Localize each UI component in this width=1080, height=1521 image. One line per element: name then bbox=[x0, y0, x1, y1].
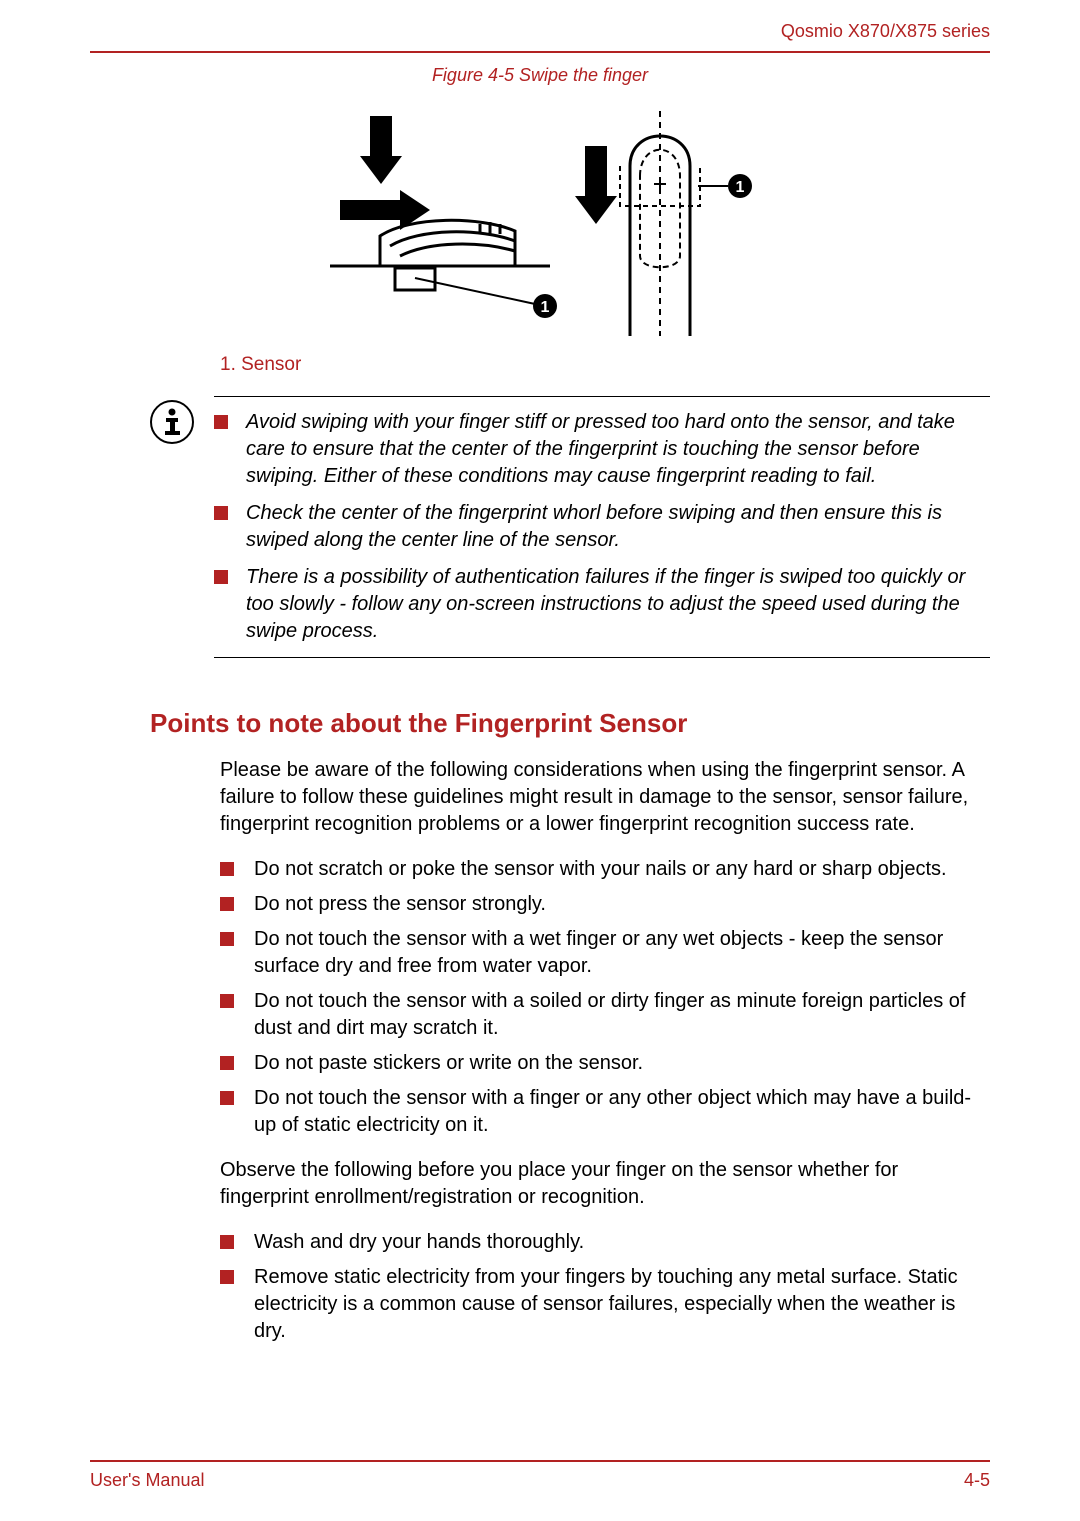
bullet-icon bbox=[220, 862, 234, 876]
list-item-text: Do not press the sensor strongly. bbox=[254, 891, 546, 918]
info-note-text: Avoid swiping with your finger stiff or … bbox=[246, 409, 990, 490]
bullet-icon bbox=[220, 1270, 234, 1284]
page-container: Qosmio X870/X875 series Figure 4-5 Swipe… bbox=[0, 0, 1080, 1521]
bullet-icon bbox=[220, 897, 234, 911]
list-item: Do not touch the sensor with a soiled or… bbox=[220, 988, 990, 1042]
bullet-icon bbox=[220, 994, 234, 1008]
list-item-text: Do not scratch or poke the sensor with y… bbox=[254, 856, 947, 883]
section-mid: Observe the following before you place y… bbox=[220, 1157, 990, 1211]
info-note-content: Avoid swiping with your finger stiff or … bbox=[214, 396, 990, 658]
footer-left: User's Manual bbox=[90, 1470, 204, 1491]
info-note-item: Check the center of the fingerprint whor… bbox=[214, 500, 990, 554]
guideline-list-1: Do not scratch or poke the sensor with y… bbox=[220, 856, 990, 1139]
list-item: Do not press the sensor strongly. bbox=[220, 891, 990, 918]
info-note-block: Avoid swiping with your finger stiff or … bbox=[150, 396, 990, 658]
list-item: Wash and dry your hands thoroughly. bbox=[220, 1229, 990, 1256]
info-note-text: There is a possibility of authentication… bbox=[246, 564, 990, 645]
bullet-icon bbox=[214, 570, 228, 584]
info-note-item: There is a possibility of authentication… bbox=[214, 564, 990, 645]
section-heading: Points to note about the Fingerprint Sen… bbox=[150, 708, 990, 739]
section-intro: Please be aware of the following conside… bbox=[220, 757, 990, 838]
info-icon bbox=[150, 400, 194, 450]
bullet-icon bbox=[220, 932, 234, 946]
svg-text:1: 1 bbox=[736, 179, 745, 196]
bullet-icon bbox=[214, 415, 228, 429]
list-item-text: Wash and dry your hands thoroughly. bbox=[254, 1229, 584, 1256]
bullet-icon bbox=[220, 1056, 234, 1070]
info-note-item: Avoid swiping with your finger stiff or … bbox=[214, 409, 990, 490]
figure-diagram: 1 1 bbox=[90, 106, 990, 342]
figure-callout-label: 1. Sensor bbox=[220, 354, 990, 376]
info-note-text: Check the center of the fingerprint whor… bbox=[246, 500, 990, 554]
page-header: Qosmio X870/X875 series bbox=[90, 0, 990, 53]
list-item-text: Do not paste stickers or write on the se… bbox=[254, 1050, 643, 1077]
list-item-text: Do not touch the sensor with a finger or… bbox=[254, 1085, 990, 1139]
list-item: Do not paste stickers or write on the se… bbox=[220, 1050, 990, 1077]
list-item-text: Do not touch the sensor with a wet finge… bbox=[254, 926, 990, 980]
list-item-text: Remove static electricity from your fing… bbox=[254, 1264, 990, 1345]
list-item: Do not touch the sensor with a wet finge… bbox=[220, 926, 990, 980]
list-item: Do not touch the sensor with a finger or… bbox=[220, 1085, 990, 1139]
footer-right: 4-5 bbox=[964, 1470, 990, 1491]
list-item-text: Do not touch the sensor with a soiled or… bbox=[254, 988, 990, 1042]
list-item: Remove static electricity from your fing… bbox=[220, 1264, 990, 1345]
svg-text:1: 1 bbox=[541, 299, 550, 316]
bullet-icon bbox=[214, 506, 228, 520]
series-label: Qosmio X870/X875 series bbox=[781, 21, 990, 41]
figure-caption: Figure 4-5 Swipe the finger bbox=[90, 65, 990, 86]
page-footer: User's Manual 4-5 bbox=[90, 1460, 990, 1491]
bullet-icon bbox=[220, 1091, 234, 1105]
bullet-icon bbox=[220, 1235, 234, 1249]
list-item: Do not scratch or poke the sensor with y… bbox=[220, 856, 990, 883]
guideline-list-2: Wash and dry your hands thoroughly. Remo… bbox=[220, 1229, 990, 1345]
